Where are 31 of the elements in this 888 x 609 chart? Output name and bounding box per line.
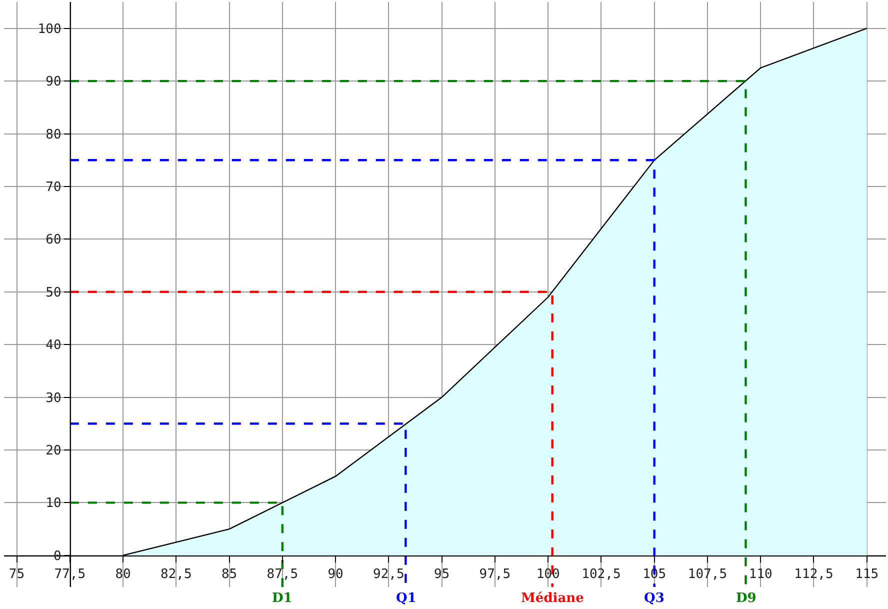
- series-label: Médiane: [521, 591, 584, 606]
- x-tick-label: 110: [748, 566, 772, 582]
- y-tick-label: 40: [46, 338, 62, 354]
- y-tick-label: 70: [46, 180, 62, 196]
- x-tick-label: 90: [328, 566, 344, 582]
- series-label: D1: [272, 591, 292, 606]
- y-tick-label: 50: [46, 285, 62, 300]
- x-tick-label: 82,5: [160, 566, 192, 582]
- x-tick-label: 105: [642, 566, 666, 582]
- x-tick-label: 92,5: [373, 566, 404, 582]
- x-tick-label: 95: [434, 566, 450, 582]
- y-tick-label: 100: [38, 22, 62, 37]
- x-tick-label: 115: [855, 566, 879, 582]
- x-tick-label: 107,5: [688, 566, 728, 582]
- x-tick-label: 102,5: [582, 566, 621, 582]
- y-tick-label: 10: [46, 496, 62, 512]
- series-label: Q3: [644, 591, 664, 606]
- y-tick-label: 30: [46, 390, 62, 406]
- y-tick-label: 60: [46, 232, 62, 248]
- x-tick-label: 100: [536, 566, 560, 582]
- x-tick-label: 87,5: [266, 566, 298, 582]
- y-tick-label: 20: [46, 444, 62, 459]
- x-tick-label: 80: [115, 566, 131, 582]
- x-tick-label: 112,5: [794, 566, 834, 582]
- y-tick-label: 80: [46, 127, 62, 142]
- y-tick-label: 90: [46, 74, 62, 90]
- x-tick-label: 85: [221, 566, 238, 582]
- x-tick-label: 97,5: [479, 566, 511, 582]
- x-tick-label: 75: [8, 566, 25, 582]
- series-label: D9: [736, 591, 756, 606]
- series-label: Q1: [396, 591, 416, 606]
